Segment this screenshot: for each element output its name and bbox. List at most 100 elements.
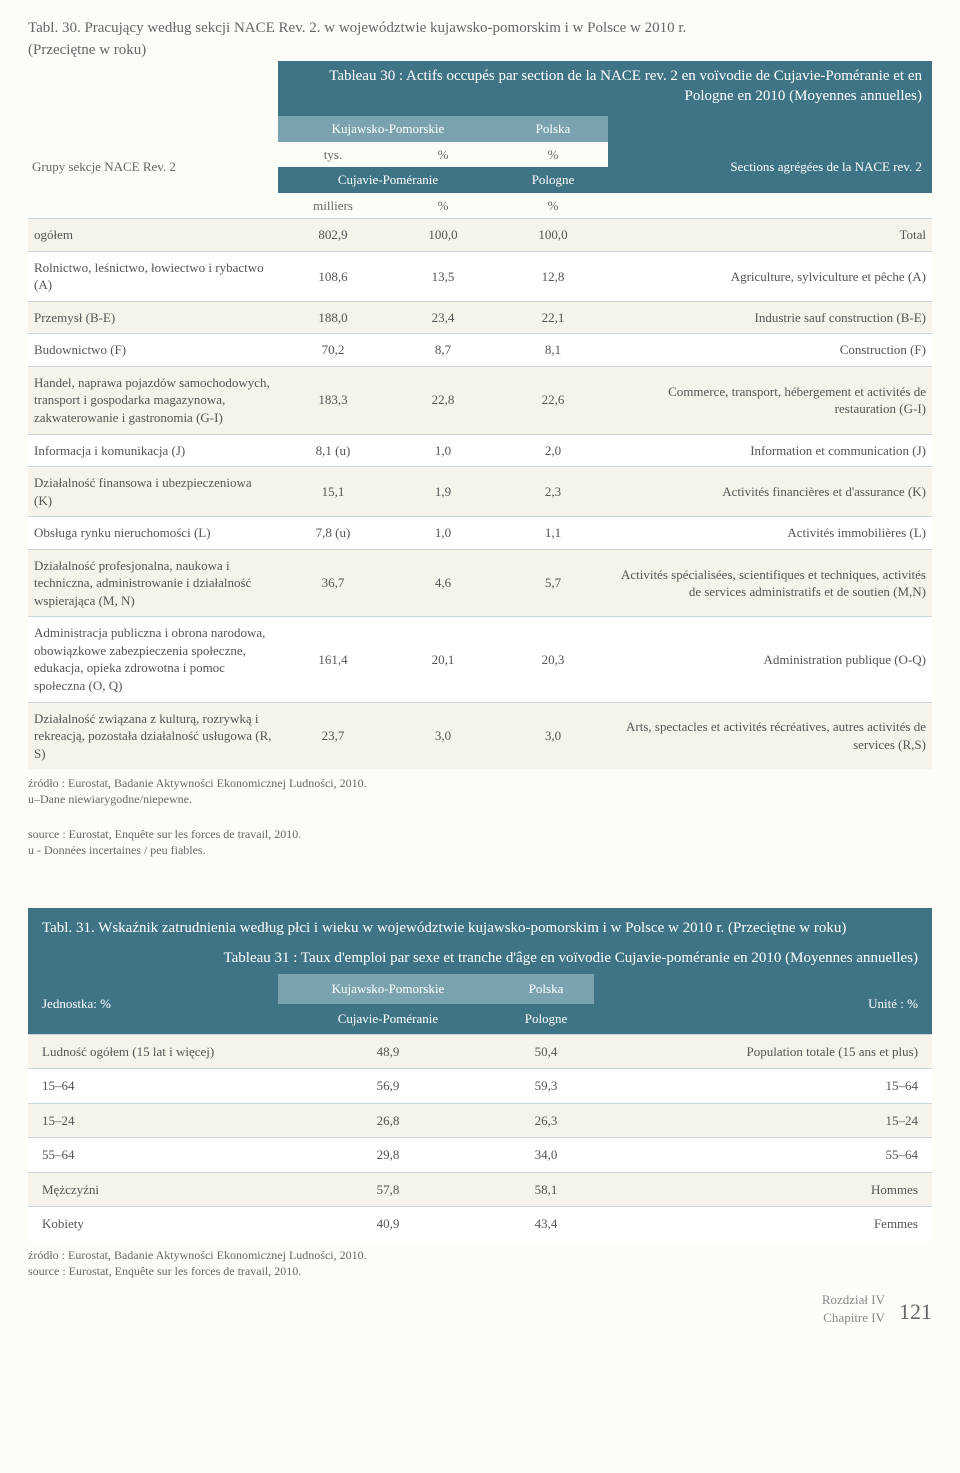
t31-h-kp: Kujawsko-Pomorskie [278,974,498,1004]
cell-pl: Administracja publiczna i obrona narodow… [28,617,278,702]
table-row: Handel, naprawa pojazdów samochodowych, … [28,366,932,434]
cell-fr: Activités spécialisées, scientifiques et… [608,549,932,617]
t30-h-pct4: % [498,193,608,219]
cell-v1: 26,8 [278,1103,498,1138]
cell-fr: Hommes [594,1172,932,1207]
cell-v2: 13,5 [388,251,498,301]
cell-pl: Działalność finansowa i ubezpieczeniowa … [28,467,278,517]
chapter-fr: Chapitre IV [822,1309,885,1327]
cell-pl: Informacja i komunikacja (J) [28,434,278,467]
t30-footnote-pl1: źródło : Eurostat, Badanie Aktywności Ek… [28,775,932,791]
table-row: Kobiety40,943,4Femmes [28,1207,932,1241]
cell-pl: 15–64 [28,1069,278,1104]
table-row: Rolnictwo, leśnictwo, łowiectwo i rybact… [28,251,932,301]
cell-v1: 8,1 (u) [278,434,388,467]
cell-fr: Commerce, transport, hébergement et acti… [608,366,932,434]
cell-pl: 55–64 [28,1138,278,1173]
cell-v2: 8,7 [388,334,498,367]
t30-footnote-fr: source : Eurostat, Enquête sur les force… [28,826,932,858]
cell-v3: 2,3 [498,467,608,517]
cell-v2: 34,0 [498,1138,594,1173]
cell-v1: 108,6 [278,251,388,301]
t30-h-kp: Kujawsko-Pomorskie [278,116,498,142]
table-row: Mężczyźni57,858,1Hommes [28,1172,932,1207]
table-row: 55–6429,834,055–64 [28,1138,932,1173]
page-number: 121 [899,1297,932,1327]
t31-table: Jednostka: % Kujawsko-Pomorskie Polska U… [28,974,932,1240]
t31-h-polska: Polska [498,974,594,1004]
cell-v1: 15,1 [278,467,388,517]
cell-pl: Działalność profesjonalna, naukowa i tec… [28,549,278,617]
cell-fr: 15–24 [594,1103,932,1138]
cell-fr: Femmes [594,1207,932,1241]
page-footer: Rozdział IV Chapitre IV 121 [28,1291,932,1326]
t31-title-block: Tabl. 31. Wskaźnik zatrudnienia według p… [28,908,932,975]
cell-v2: 100,0 [388,219,498,252]
t31-unit-pl: Jednostka: % [28,974,278,1034]
table-row: Obsługa rynku nieruchomości (L)7,8 (u)1,… [28,517,932,550]
cell-pl: Działalność związana z kulturą, rozrywką… [28,702,278,769]
t30-title-fr: Tableau 30 : Actifs occupés par section … [278,61,932,117]
cell-v3: 8,1 [498,334,608,367]
table-row: Działalność finansowa i ubezpieczeniowa … [28,467,932,517]
cell-fr: Activités immobilières (L) [608,517,932,550]
cell-v1: 40,9 [278,1207,498,1241]
cell-v3: 2,0 [498,434,608,467]
cell-pl: Ludność ogółem (15 lat i więcej) [28,1034,278,1069]
t30-header: Tableau 30 : Actifs occupés par section … [28,61,932,219]
cell-v1: 56,9 [278,1069,498,1104]
cell-v2: 26,3 [498,1103,594,1138]
table-row: Działalność związana z kulturą, rozrywką… [28,702,932,769]
cell-fr: Industrie sauf construction (B-E) [608,301,932,334]
cell-v2: 23,4 [388,301,498,334]
t30-footnote-fr1: source : Eurostat, Enquête sur les force… [28,826,932,842]
cell-v2: 59,3 [498,1069,594,1104]
cell-fr: Construction (F) [608,334,932,367]
cell-pl: ogółem [28,219,278,252]
t30-table: ogółem802,9100,0100,0TotalRolnictwo, leś… [28,218,932,769]
table-row: Budownictwo (F)70,28,78,1Construction (F… [28,334,932,367]
t30-title-pl-line2: (Przeciętne w roku) [28,40,932,60]
cell-v1: 57,8 [278,1172,498,1207]
cell-v2: 1,9 [388,467,498,517]
cell-pl: Budownictwo (F) [28,334,278,367]
cell-pl: Mężczyźni [28,1172,278,1207]
cell-v2: 22,8 [388,366,498,434]
cell-pl: Obsługa rynku nieruchomości (L) [28,517,278,550]
t30-footnote-fr2: u - Données incertaines / peu fiables. [28,842,932,858]
cell-v2: 43,4 [498,1207,594,1241]
cell-v1: 161,4 [278,617,388,702]
t30-h-cp: Cujavie-Poméranie [278,167,498,193]
t30-title-pl-line1: Tabl. 30. Pracujący według sekcji NACE R… [28,18,932,38]
cell-fr: Agriculture, sylviculture et pêche (A) [608,251,932,301]
t30-footnote-pl2: u–Dane niewiarygodne/niepewne. [28,791,932,807]
cell-v2: 1,0 [388,434,498,467]
t30-h-pct3: % [388,193,498,219]
cell-v3: 3,0 [498,702,608,769]
cell-fr: Administration publique (O-Q) [608,617,932,702]
table-row: ogółem802,9100,0100,0Total [28,219,932,252]
cell-v3: 100,0 [498,219,608,252]
t30-h-tys: tys. [278,142,388,168]
t31-h-cp: Cujavie-Poméranie [278,1004,498,1034]
t30-rowlabel-fr: Sections agrégées de la NACE rev. 2 [608,142,932,193]
cell-v2: 4,6 [388,549,498,617]
t30-h-pct1: % [388,142,498,168]
cell-v1: 188,0 [278,301,388,334]
cell-v2: 3,0 [388,702,498,769]
page: Tabl. 30. Pracujący według sekcji NACE R… [0,0,960,1336]
cell-fr: 55–64 [594,1138,932,1173]
t31-title-fr: Tableau 31 : Taux d'emploi par sexe et t… [42,948,918,968]
t31-unit-fr: Unité : % [594,974,932,1034]
table-row: Działalność profesjonalna, naukowa i tec… [28,549,932,617]
table-row: Przemysł (B-E)188,023,422,1Industrie sau… [28,301,932,334]
chapter-label: Rozdział IV Chapitre IV [822,1291,885,1326]
cell-pl: Rolnictwo, leśnictwo, łowiectwo i rybact… [28,251,278,301]
cell-v1: 23,7 [278,702,388,769]
t31-h-pologne: Pologne [498,1004,594,1034]
cell-v1: 7,8 (u) [278,517,388,550]
cell-v1: 70,2 [278,334,388,367]
t30-rowlabel-pl: Grupy sekcje NACE Rev. 2 [28,142,278,193]
table-row: 15–2426,826,315–24 [28,1103,932,1138]
cell-v1: 183,3 [278,366,388,434]
